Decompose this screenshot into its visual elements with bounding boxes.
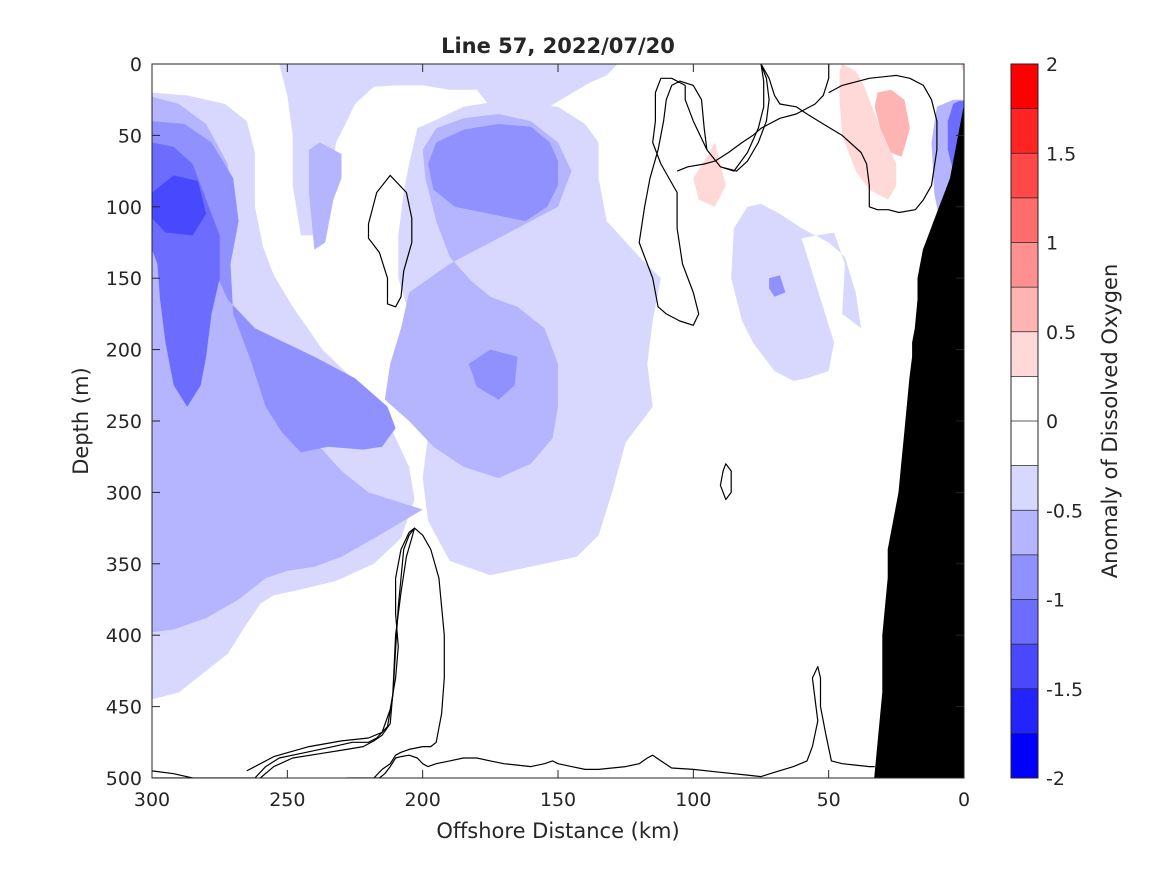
y-tick-label-9: 450	[106, 697, 142, 719]
colorbar-swatch-10	[1011, 287, 1038, 333]
colorbar-swatches	[1011, 64, 1038, 779]
y-tick-label-5: 250	[106, 411, 142, 433]
colorbar-swatch-7	[1011, 421, 1038, 466]
colorbar-tick-label-3: 0.5	[1046, 322, 1076, 344]
y-axis-label: Depth (m)	[69, 367, 93, 474]
y-tick-label-2: 100	[106, 197, 142, 219]
y-tick-label-3: 150	[106, 268, 142, 290]
y-tick-label-4: 200	[106, 340, 142, 362]
contour-region-16	[693, 142, 726, 207]
colorbar-tick-label-7: -1.5	[1046, 679, 1083, 701]
colorbar-tick-label-0: 2	[1046, 54, 1058, 76]
colorbar-tick-label-6: -1	[1046, 590, 1065, 612]
colorbar-swatch-6	[1011, 465, 1038, 511]
contour-region-18	[961, 64, 964, 72]
colorbar-frame	[1010, 63, 1039, 779]
filled-contour-regions	[152, 64, 964, 700]
colorbar-tick-label-5: -0.5	[1046, 500, 1083, 522]
colorbar-swatch-14	[1011, 108, 1038, 154]
colorbar-swatch-13	[1011, 153, 1038, 199]
colorbar: 2 1.5 1 0.5 0 -0.5 -1 -1.5 -2	[1010, 54, 1083, 790]
x-axis-label: Offshore Distance (km)	[436, 819, 679, 843]
y-axis-ticks: 0 50 100 150 200 250 300 350 400 450 500	[106, 54, 964, 790]
zero-contour-4	[719, 463, 732, 501]
colorbar-swatch-12	[1011, 197, 1038, 243]
y-tick-label-7: 350	[106, 554, 142, 576]
zero-contour-5	[638, 64, 770, 326]
plot-area: 300 250 200 150 100 50 0 050100150200250300350…	[106, 54, 970, 811]
x-tick-label-3: 150	[540, 789, 576, 811]
colorbar-swatch-4	[1011, 554, 1038, 600]
colorbar-swatch-3	[1011, 599, 1038, 645]
contour-region-9	[468, 349, 518, 400]
colorbar-swatch-0	[1011, 733, 1038, 779]
x-tick-label-4: 100	[675, 789, 711, 811]
colorbar-swatch-15	[1011, 64, 1038, 109]
contour-region-14	[947, 101, 964, 172]
y-tick-label-10: 500	[106, 768, 142, 790]
x-tick-label-1: 250	[269, 789, 305, 811]
colorbar-swatch-8	[1011, 376, 1038, 422]
chart-title: Line 57, 2022/07/20	[441, 34, 675, 58]
colorbar-tick-label-4: 0	[1046, 411, 1058, 433]
colorbar-ticks: 2 1.5 1 0.5 0 -0.5 -1 -1.5 -2	[1046, 54, 1083, 790]
zero-contour-3	[367, 174, 413, 308]
contour-region-5	[309, 142, 342, 250]
colorbar-swatch-5	[1011, 510, 1038, 556]
contour-region-15	[839, 64, 897, 200]
zero-contour-1	[246, 527, 416, 778]
zero-contour-6	[676, 64, 830, 172]
colorbar-label: Anomaly of Dissolved Oxygen	[1098, 264, 1122, 579]
contour-region-12	[769, 275, 786, 297]
bathymetry	[874, 106, 964, 778]
y-tick-label-0: 0	[130, 54, 142, 76]
contour-region-7	[152, 121, 396, 453]
contour-region-8	[428, 124, 558, 222]
contour-region-3	[731, 203, 862, 381]
zero-contour-lines	[152, 64, 938, 778]
zero-contour-0	[152, 770, 193, 778]
zero-contour-2	[152, 527, 875, 778]
contour-region-11	[152, 175, 207, 236]
x-tick-label-5: 50	[817, 789, 841, 811]
x-tick-label-2: 200	[405, 789, 441, 811]
zero-contour-7	[760, 64, 938, 214]
colorbar-swatch-11	[1011, 242, 1038, 288]
seafloor-bathymetry	[874, 106, 964, 778]
colorbar-tick-label-8: -2	[1046, 768, 1065, 790]
y-tick-label-6: 300	[106, 482, 142, 504]
colorbar-swatch-1	[1011, 688, 1038, 734]
colorbar-swatch-2	[1011, 644, 1038, 690]
x-axis-ticks: 300 250 200 150 100 50 0	[134, 64, 970, 811]
colorbar-swatch-9	[1011, 331, 1038, 377]
x-tick-label-6: 0	[958, 789, 970, 811]
y-tick-label-8: 400	[106, 625, 142, 647]
contour-region-17	[874, 89, 910, 157]
colorbar-tick-label-2: 1	[1046, 233, 1058, 255]
x-tick-label-0: 300	[134, 789, 170, 811]
y-tick-label-1: 50	[118, 125, 142, 147]
colorbar-tick-label-1: 1.5	[1046, 143, 1076, 165]
